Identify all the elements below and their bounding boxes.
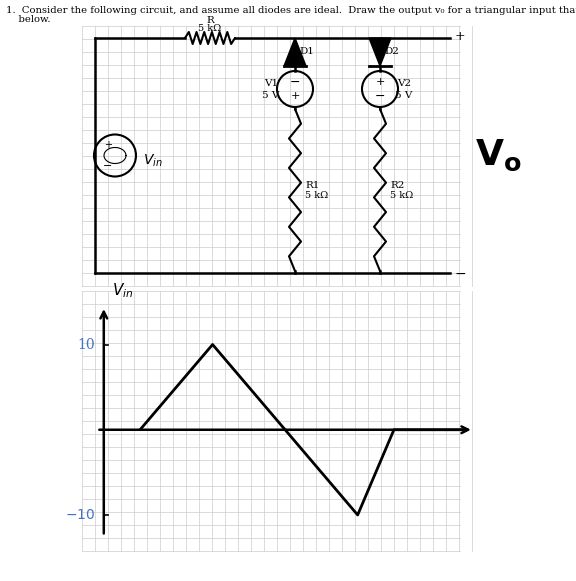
Text: V2: V2: [397, 80, 411, 88]
Text: 5 kΩ: 5 kΩ: [198, 24, 222, 33]
Text: 5 V: 5 V: [262, 91, 280, 99]
Text: −: −: [103, 160, 113, 170]
Text: −: −: [455, 267, 467, 281]
Text: below.: below.: [6, 15, 51, 24]
Text: R1: R1: [305, 181, 319, 189]
Text: −: −: [290, 76, 300, 88]
Text: −: −: [375, 89, 385, 102]
Text: $-10$: $-10$: [65, 508, 95, 522]
Text: $\mathbf{V_o}$: $\mathbf{V_o}$: [475, 138, 522, 173]
Text: 1.  Consider the following circuit, and assume all diodes are ideal.  Draw the o: 1. Consider the following circuit, and a…: [6, 6, 576, 15]
Text: +: +: [376, 77, 385, 87]
Text: +: +: [104, 141, 112, 150]
Text: 5 kΩ: 5 kΩ: [305, 191, 328, 199]
Text: +: +: [290, 91, 300, 101]
Text: +: +: [455, 30, 465, 42]
Polygon shape: [284, 38, 306, 66]
Text: 5 kΩ: 5 kΩ: [390, 191, 413, 199]
Text: $V_{in}$: $V_{in}$: [112, 282, 134, 300]
Polygon shape: [369, 38, 391, 66]
Text: D1: D1: [299, 48, 314, 56]
Text: R2: R2: [390, 181, 404, 189]
Text: $V_{in}$: $V_{in}$: [143, 152, 162, 168]
Text: D2: D2: [384, 48, 399, 56]
Text: V1: V1: [264, 80, 278, 88]
Text: R: R: [206, 16, 214, 25]
Text: 10: 10: [77, 338, 95, 352]
Text: 5 V: 5 V: [395, 91, 412, 99]
